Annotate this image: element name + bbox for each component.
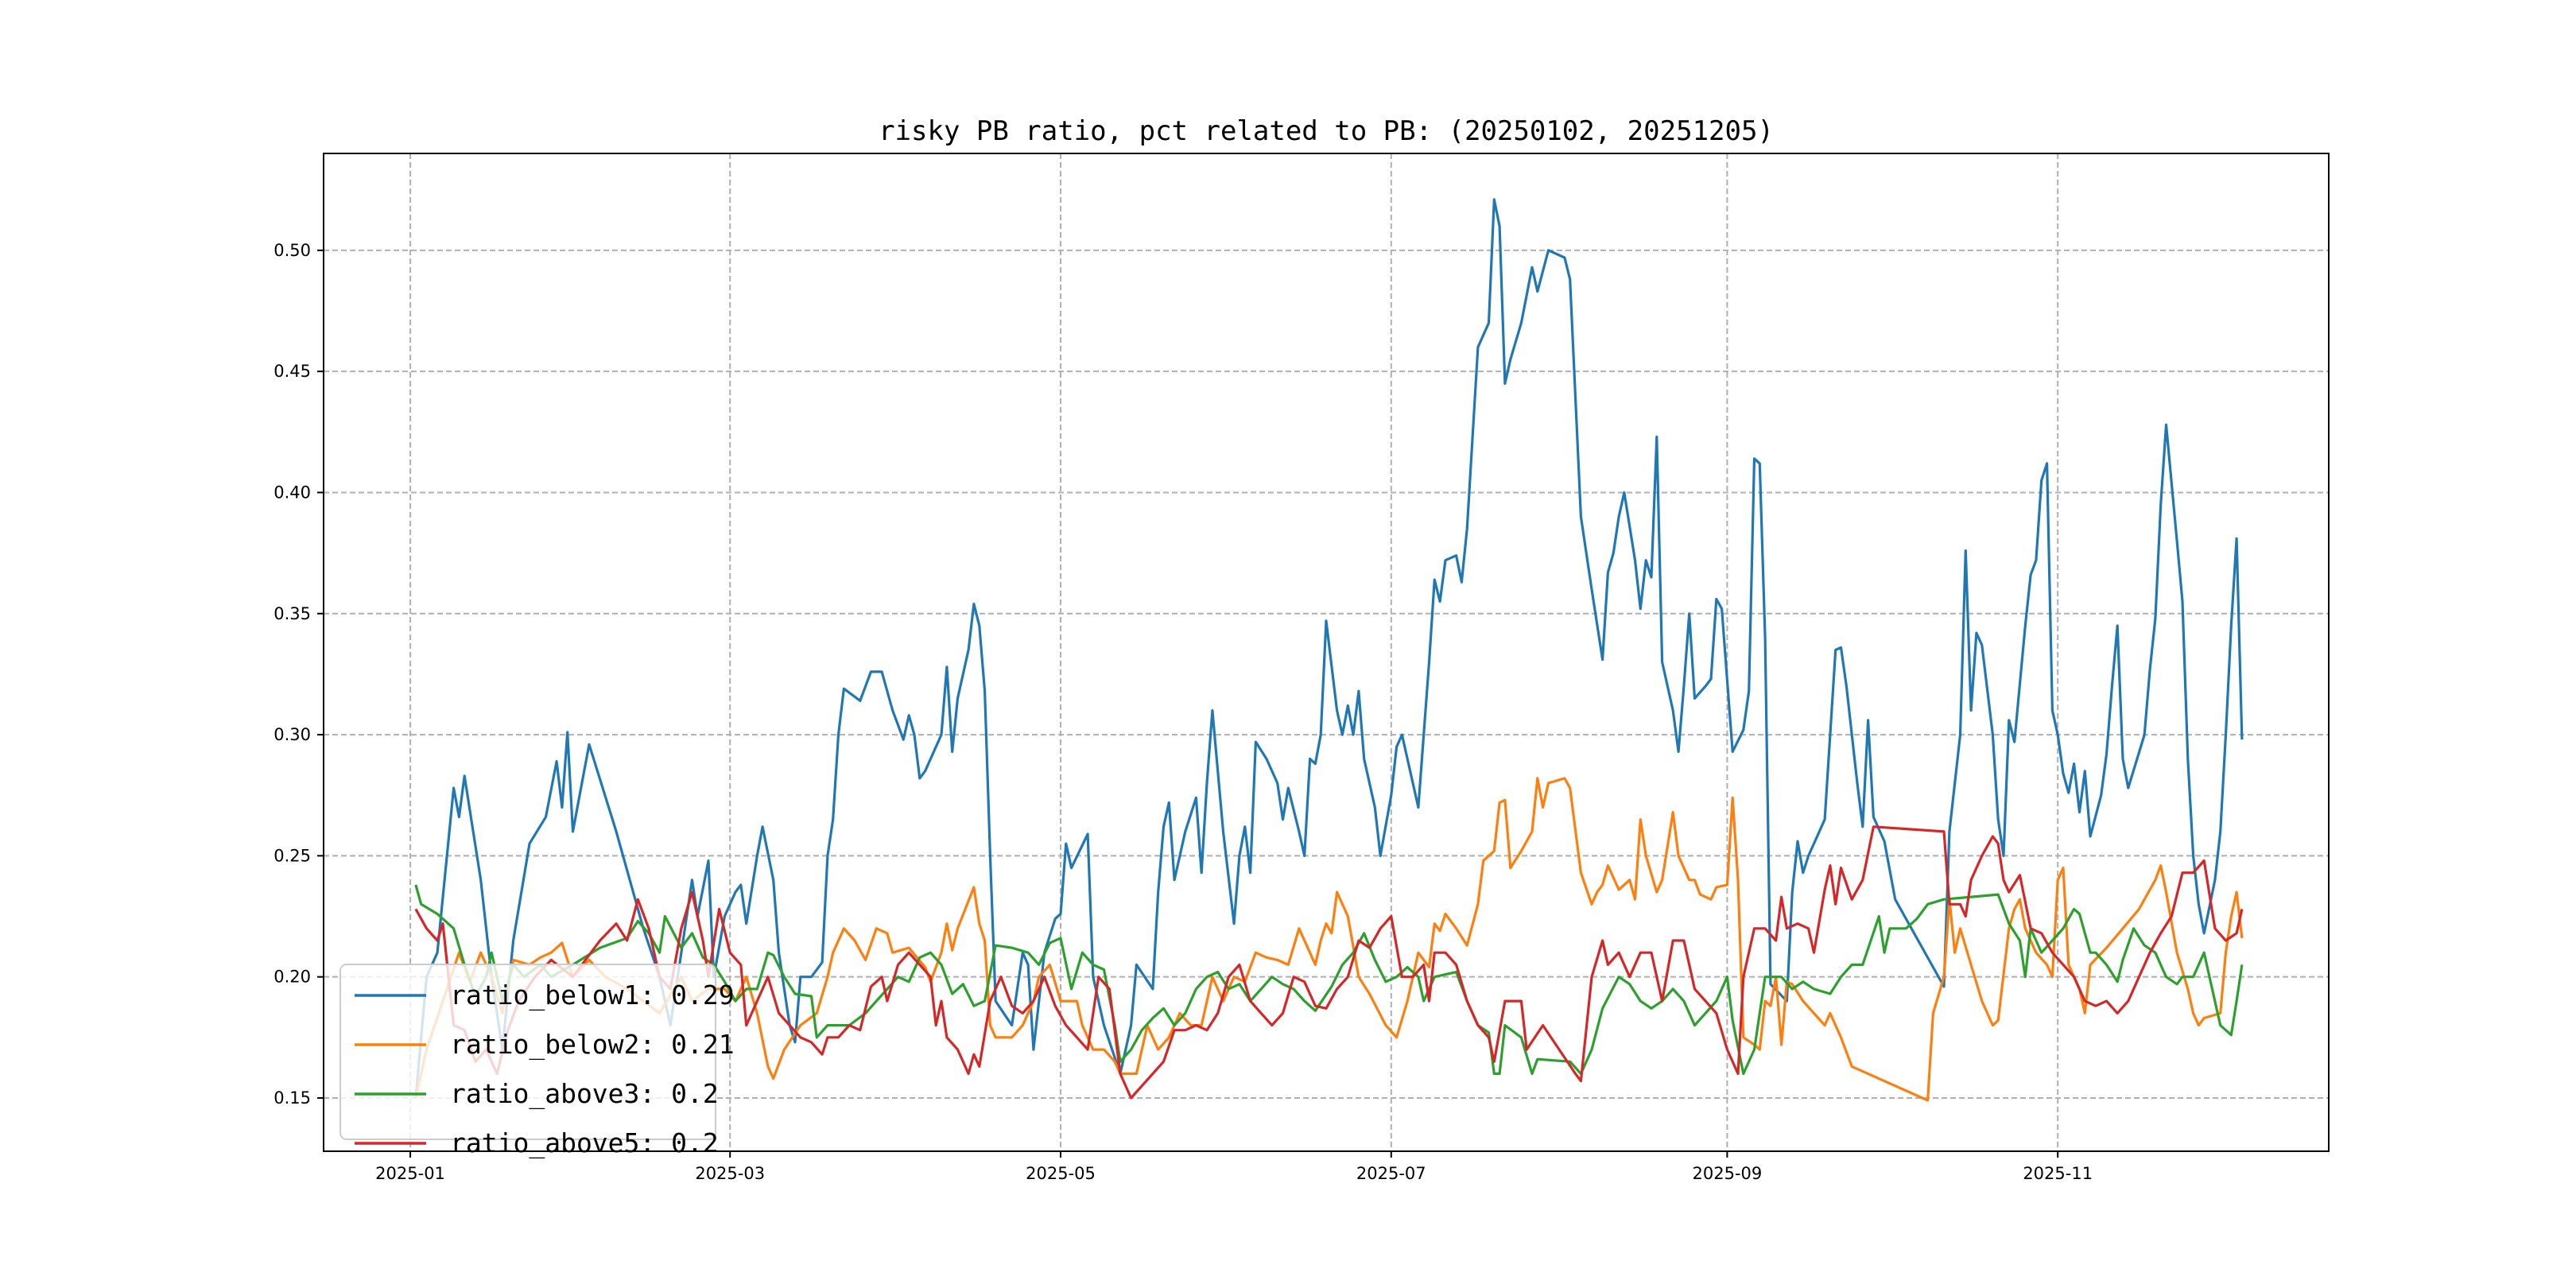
y-tick-label: 0.45 (274, 362, 311, 381)
legend-label-ratio_below1: ratio_below1: 0.29 (450, 980, 735, 1011)
x-tick-label: 2025-07 (1356, 1164, 1426, 1183)
legend-box (339, 964, 716, 1140)
legend: ratio_below1: 0.29 ratio_below2: 0.21 rati… (339, 964, 735, 1159)
plot-frame (323, 153, 2330, 1152)
y-tick-label: 0.30 (274, 725, 311, 744)
y-tick-label: 0.50 (274, 241, 311, 260)
x-tick-label: 2025-09 (1693, 1164, 1763, 1183)
axis-ticks: 2025-01 2025-03 2025-05 2025-07 2025-09 2025-… (274, 241, 2093, 1183)
series-line-ratio_above3 (414, 884, 2244, 1076)
series-lines (414, 198, 2244, 1102)
legend-label-ratio_above3: ratio_above3: 0.2 (450, 1078, 719, 1110)
series-line-ratio_above5 (414, 825, 2244, 1100)
x-tick-label: 2025-11 (2023, 1164, 2093, 1183)
y-tick-label: 0.40 (274, 483, 311, 502)
y-tick-label: 0.25 (274, 846, 311, 865)
legend-label-ratio_below2: ratio_below2: 0.21 (450, 1029, 735, 1061)
x-tick-label: 2025-01 (375, 1164, 445, 1183)
y-tick-label: 0.20 (274, 968, 311, 987)
series-line-ratio_below2 (414, 777, 2244, 1102)
legend-label-ratio_above5: ratio_above5: 0.2 (450, 1127, 719, 1159)
chart-title: risky PB ratio, pct related to PB: (2025… (879, 115, 1774, 147)
x-tick-label: 2025-03 (695, 1164, 765, 1183)
series-line-ratio_below1 (414, 198, 2244, 1099)
y-tick-label: 0.15 (274, 1088, 311, 1108)
y-tick-label: 0.35 (274, 604, 311, 623)
x-tick-label: 2025-05 (1026, 1164, 1096, 1183)
